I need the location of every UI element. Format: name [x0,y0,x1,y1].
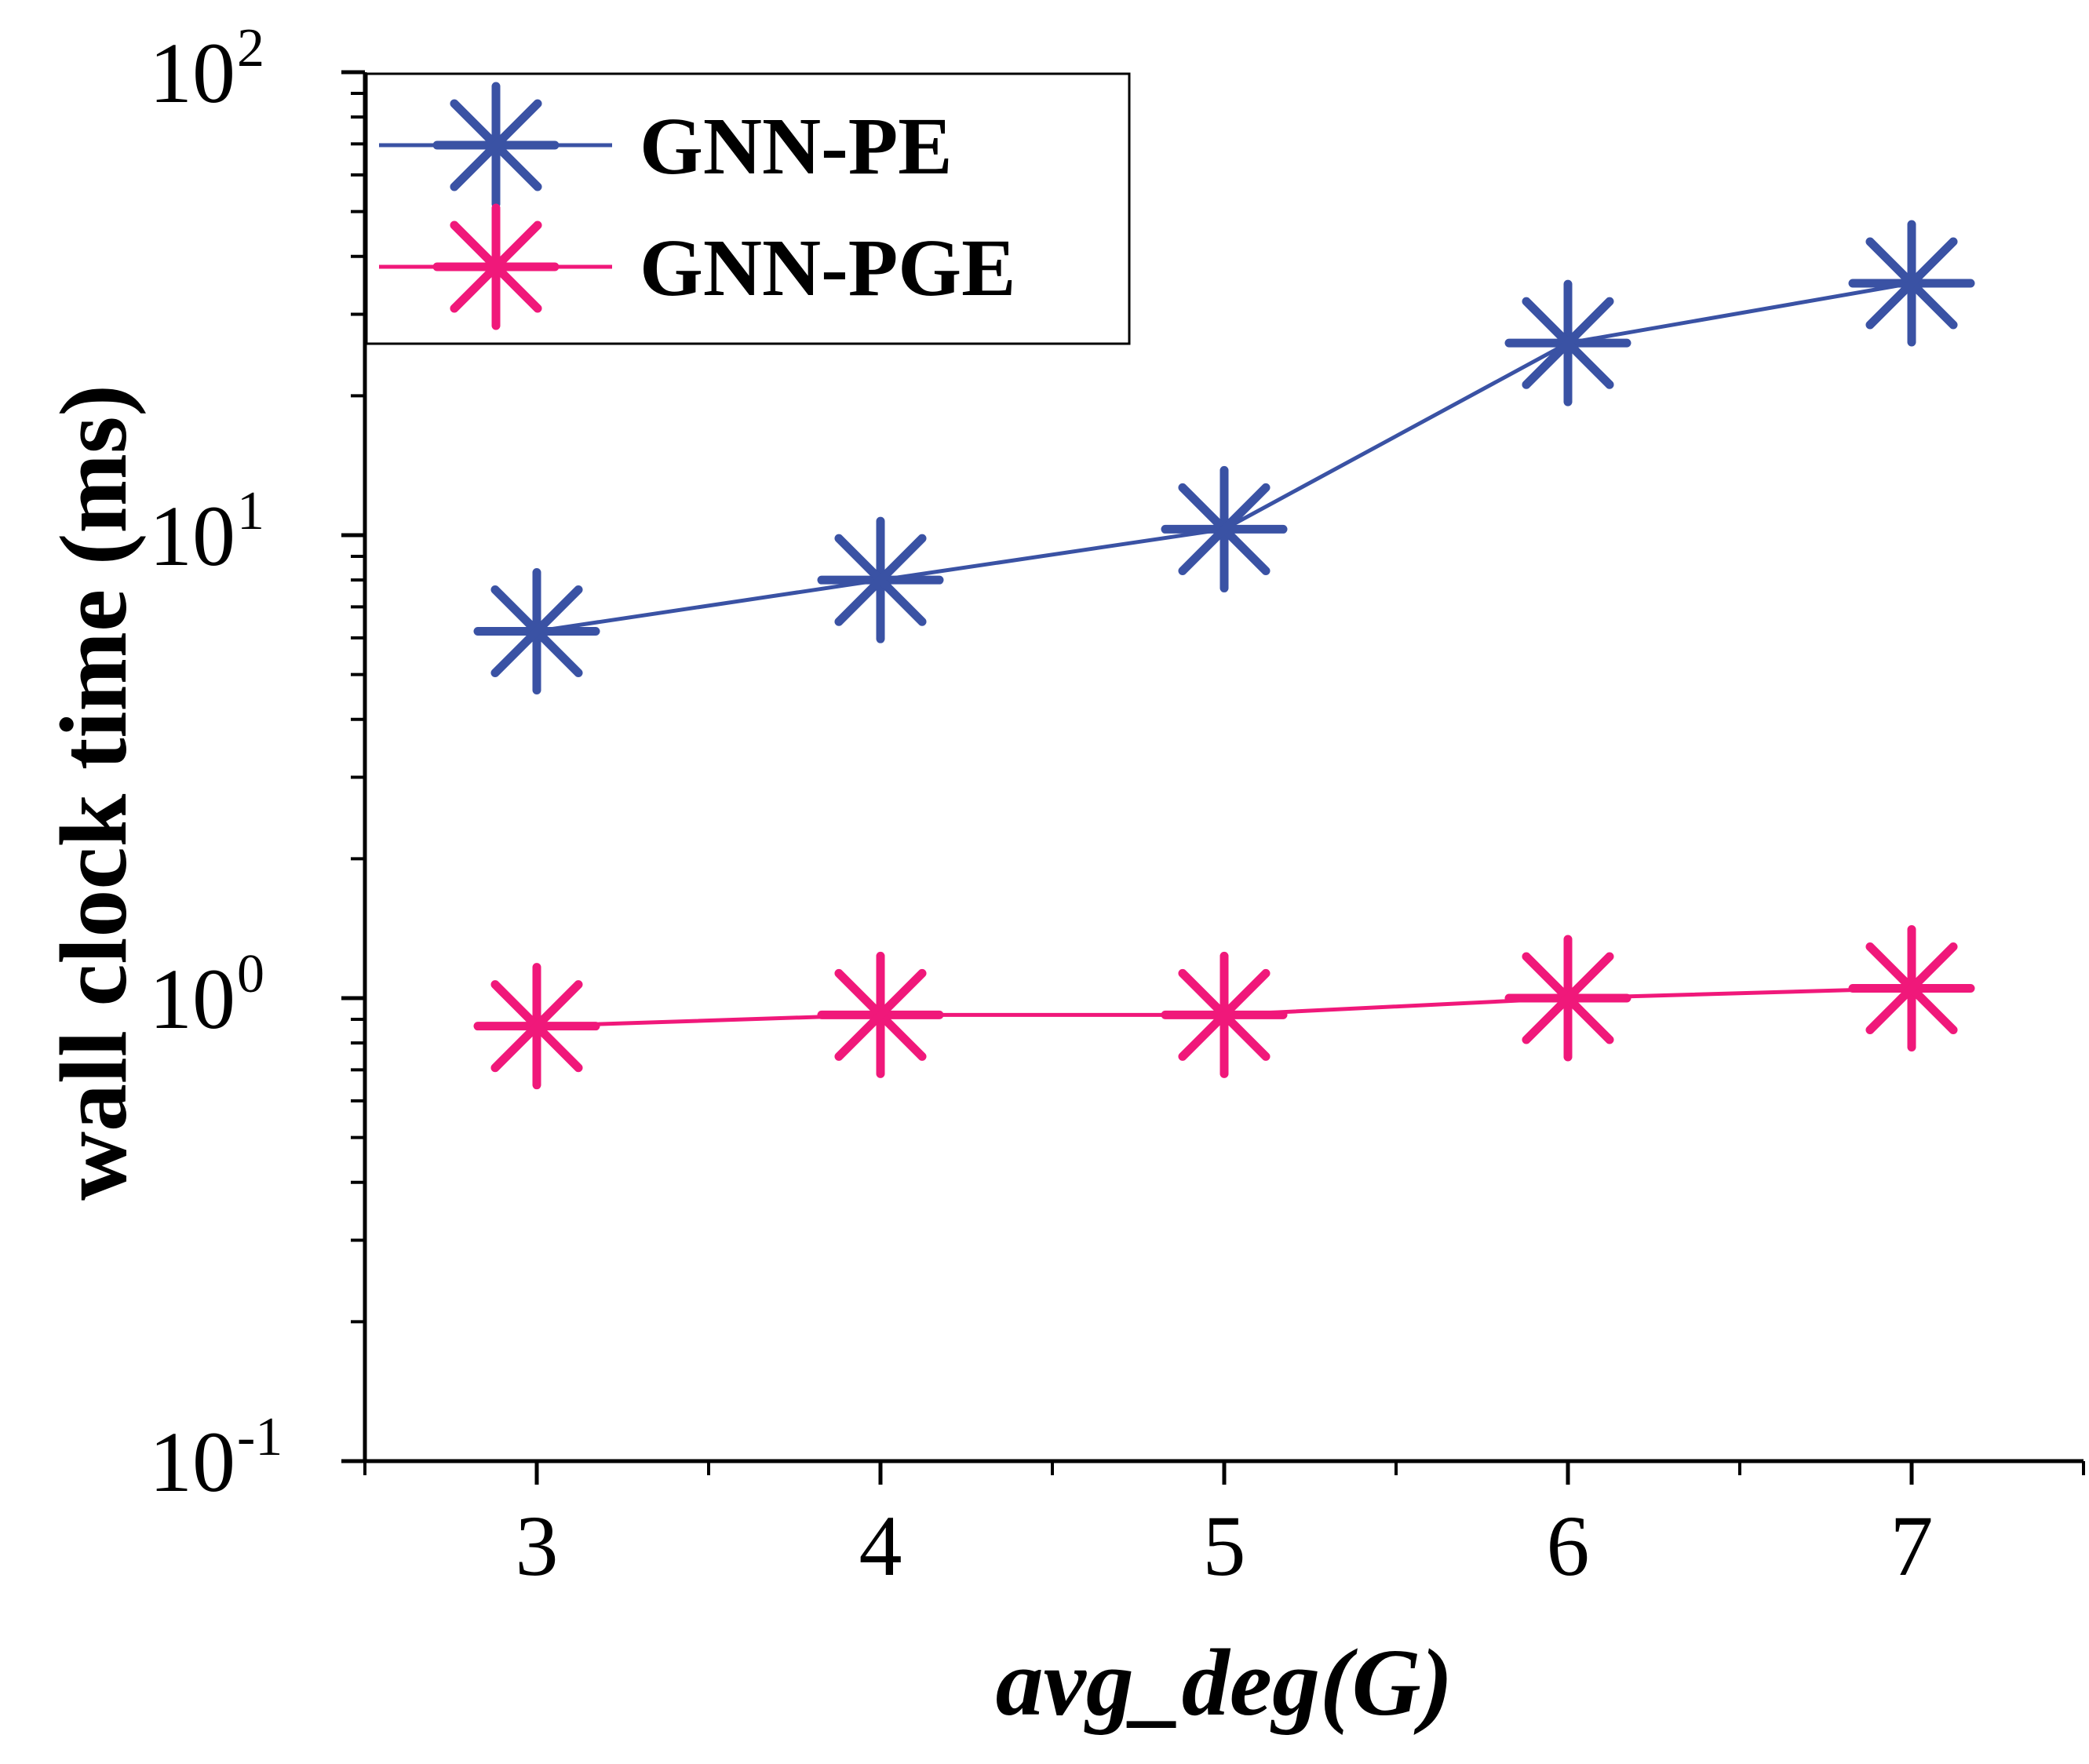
asterisk-marker [817,951,944,1078]
asterisk-marker [817,516,944,643]
x-tick-label: 6 [1547,1498,1590,1594]
x-tick-label: 4 [859,1498,902,1594]
asterisk-marker [1161,465,1288,592]
axes: 10 210 110 010 -13 4 5 6 7 [149,18,2085,1594]
y-tick-exponent: -1 [237,1407,283,1467]
series-layer [473,220,1975,1090]
marker-stroke [490,585,583,678]
x-axis-label: avg_deg(G) [996,1630,1453,1736]
y-tick-exponent: 0 [237,944,264,1004]
y-tick-exponent: 2 [237,18,264,78]
marker-stroke [1865,237,1958,330]
asterisk-marker [1504,935,1631,1062]
series-gnn-pge [473,924,1975,1090]
marker-stroke [450,220,542,313]
marker-stroke [1865,942,1958,1035]
asterisk-marker [1848,220,1975,347]
legend-entry: GNN-PE [379,82,953,209]
x-tick-label: 3 [516,1498,559,1594]
asterisk-marker [1161,951,1288,1078]
y-tick-label: 10 [149,1414,235,1510]
marker-stroke [1522,952,1614,1044]
y-tick-label: 10 [149,488,235,584]
legend: GNN-PE GNN-PGE [365,72,1131,345]
asterisk-marker [1848,924,1975,1051]
asterisk-marker [473,963,600,1090]
series-gnn-pe [473,220,1975,694]
legend-label: GNN-PGE [640,223,1016,313]
asterisk-marker [473,567,600,694]
marker-stroke [450,99,542,191]
legend-label: GNN-PE [640,101,953,191]
marker-stroke [834,534,927,626]
marker-stroke [1178,483,1271,575]
marker-stroke [1522,297,1614,389]
marker-stroke [834,968,927,1061]
marker-stroke [490,980,583,1073]
legend-entry: GNN-PGE [379,203,1016,330]
asterisk-marker [432,82,560,209]
x-tick-label: 7 [1890,1498,1934,1594]
marker-stroke [1178,968,1271,1061]
y-axis-label: wall clock time (ms) [41,385,147,1201]
y-tick-exponent: 1 [237,481,264,541]
y-tick-label: 10 [149,951,235,1047]
asterisk-marker [432,203,560,330]
x-tick-label: 5 [1203,1498,1246,1594]
y-tick-label: 10 [149,25,235,121]
asterisk-marker [1504,279,1631,406]
